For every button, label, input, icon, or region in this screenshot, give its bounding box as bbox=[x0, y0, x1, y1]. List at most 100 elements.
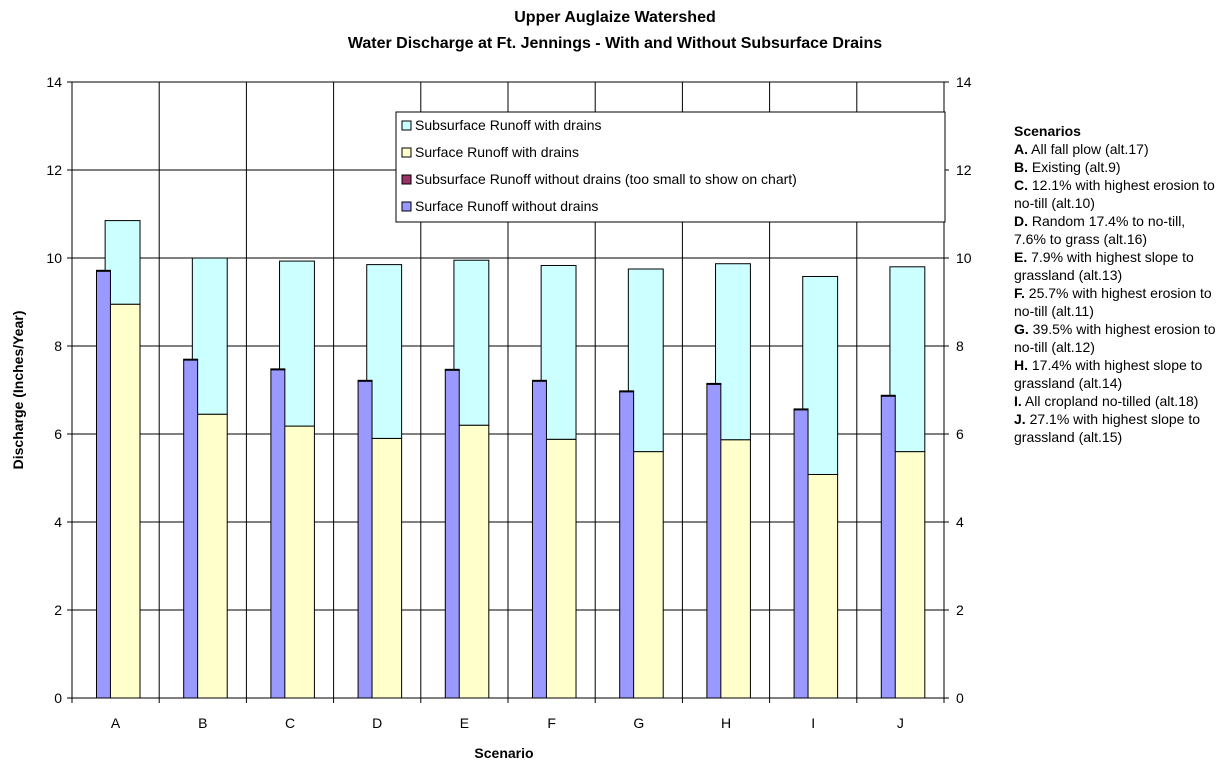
x-tick-label: D bbox=[372, 715, 382, 731]
y-tick-label-right: 8 bbox=[956, 338, 964, 354]
bar-F-subsurface-runoff-without-drains-too-small-to-show-on-chart bbox=[531, 379, 547, 382]
scenario-item: E. 7.9% with highest slope to grassland … bbox=[1014, 248, 1219, 284]
scenario-item: B. Existing (alt.9) bbox=[1014, 158, 1219, 176]
bar-C-surface-runoff-with-drains bbox=[279, 425, 315, 699]
bar-A-subsurface-runoff-without-drains-too-small-to-show-on-chart bbox=[95, 269, 111, 272]
x-axis-title: Scenario bbox=[474, 745, 533, 761]
bar-H-surface-runoff-without-drains bbox=[706, 383, 722, 699]
bar-G-surface-runoff-without-drains bbox=[619, 391, 635, 699]
legend-swatch bbox=[401, 174, 412, 185]
scenarios-heading: Scenarios bbox=[1014, 123, 1081, 139]
bar-A-subsurface-runoff-with-drains bbox=[104, 220, 141, 305]
scenario-text: 12.1% with highest erosion to no-till (a… bbox=[1014, 177, 1215, 211]
scenarios-list: A. All fall plow (alt.17) B. Existing (al… bbox=[1014, 140, 1219, 446]
x-tick-label: B bbox=[198, 715, 207, 731]
bar-I-surface-runoff-without-drains bbox=[793, 409, 809, 699]
bar-H-surface-runoff-with-drains bbox=[715, 439, 751, 699]
legend-label: Subsurface Runoff with drains bbox=[415, 117, 602, 133]
y-tick-label-left: 8 bbox=[54, 338, 62, 354]
scenario-text: Random 17.4% to no-till, 7.6% to grass (… bbox=[1014, 213, 1186, 247]
legend-box bbox=[395, 111, 946, 223]
bar-B-surface-runoff-without-drains bbox=[183, 359, 199, 699]
y-tick-label-left: 2 bbox=[54, 602, 62, 618]
y-tick-label-right: 12 bbox=[956, 162, 972, 178]
scenario-text: All cropland no-tilled (alt.18) bbox=[1021, 393, 1199, 409]
scenario-key: I. bbox=[1014, 393, 1022, 409]
chart-title-line1: Upper Auglaize Watershed bbox=[514, 9, 716, 26]
bar-F-surface-runoff-with-drains bbox=[540, 438, 577, 699]
scenario-item: A. All fall plow (alt.17) bbox=[1014, 140, 1219, 158]
legend-label: Surface Runoff with drains bbox=[415, 144, 579, 160]
y-tick-label-left: 12 bbox=[46, 162, 62, 178]
scenario-item: H. 17.4% with highest slope to grassland… bbox=[1014, 356, 1219, 392]
scenario-item: D. Random 17.4% to no-till, 7.6% to gras… bbox=[1014, 212, 1219, 248]
y-tick-label-left: 4 bbox=[54, 514, 62, 530]
scenario-item: I. All cropland no-tilled (alt.18) bbox=[1014, 392, 1219, 410]
scenario-key: F. bbox=[1014, 285, 1025, 301]
scenario-key: G. bbox=[1014, 321, 1029, 337]
bar-D-subsurface-runoff-with-drains bbox=[366, 264, 403, 439]
scenario-text: 17.4% with highest slope to grassland (a… bbox=[1014, 357, 1203, 391]
bar-I-subsurface-runoff-with-drains bbox=[802, 275, 839, 475]
scenario-key: C. bbox=[1014, 177, 1028, 193]
legend-label: Surface Runoff without drains bbox=[415, 198, 598, 214]
scenario-item: C. 12.1% with highest erosion to no-till… bbox=[1014, 176, 1219, 212]
scenario-text: 39.5% with highest erosion to no-till (a… bbox=[1014, 321, 1216, 355]
y-tick-label-left: 10 bbox=[46, 250, 62, 266]
legend-swatch bbox=[401, 120, 412, 131]
bar-A-surface-runoff-without-drains bbox=[95, 270, 111, 699]
y-tick-label-right: 0 bbox=[956, 690, 964, 706]
bar-H-subsurface-runoff-with-drains bbox=[715, 263, 751, 441]
y-tick-label-right: 6 bbox=[956, 426, 964, 442]
scenarios-panel: Scenarios A. All fall plow (alt.17) B. Ex… bbox=[1014, 122, 1219, 446]
y-axis-title: Discharge (Inches/Year) bbox=[10, 311, 26, 470]
bar-G-subsurface-runoff-with-drains bbox=[627, 268, 664, 453]
bar-F-subsurface-runoff-with-drains bbox=[540, 264, 577, 440]
y-tick-label-left: 6 bbox=[54, 426, 62, 442]
bar-J-subsurface-runoff-with-drains bbox=[889, 266, 926, 453]
scenario-item: J. 27.1% with highest slope to grassland… bbox=[1014, 410, 1219, 446]
x-tick-label: F bbox=[547, 715, 556, 731]
scenario-text: 27.1% with highest slope to grassland (a… bbox=[1014, 411, 1201, 445]
bar-J-subsurface-runoff-without-drains-too-small-to-show-on-chart bbox=[880, 394, 896, 397]
legend-label: Subsurface Runoff without drains (too sm… bbox=[415, 171, 797, 187]
y-tick-label-right: 10 bbox=[956, 250, 972, 266]
legend: Subsurface Runoff with drains Surface Run… bbox=[395, 111, 946, 223]
legend-swatch bbox=[401, 201, 412, 212]
bar-B-subsurface-runoff-without-drains-too-small-to-show-on-chart bbox=[183, 358, 199, 361]
bar-D-subsurface-runoff-without-drains-too-small-to-show-on-chart bbox=[357, 379, 373, 382]
bars bbox=[95, 220, 926, 699]
bar-E-surface-runoff-without-drains bbox=[444, 369, 460, 699]
bar-I-subsurface-runoff-without-drains-too-small-to-show-on-chart bbox=[793, 408, 809, 411]
scenario-key: B. bbox=[1014, 159, 1028, 175]
scenario-text: All fall plow (alt.17) bbox=[1028, 141, 1149, 157]
y-tick-label-left: 14 bbox=[46, 74, 62, 90]
axes: 0 0 2 2 4 4 6 6 8 8 10 10 12 12 14 14 A B C D E F G H I J bbox=[46, 74, 971, 731]
scenario-key: E. bbox=[1014, 249, 1028, 265]
bar-E-subsurface-runoff-with-drains bbox=[453, 259, 490, 426]
bar-G-subsurface-runoff-without-drains-too-small-to-show-on-chart bbox=[619, 390, 635, 393]
y-tick-label-right: 14 bbox=[956, 74, 972, 90]
bar-I-surface-runoff-with-drains bbox=[802, 473, 839, 699]
scenario-text: 25.7% with highest erosion to no-till (a… bbox=[1014, 285, 1212, 319]
x-tick-label: E bbox=[460, 715, 469, 731]
x-tick-label: I bbox=[811, 715, 815, 731]
bar-J-surface-runoff-without-drains bbox=[880, 395, 896, 699]
scenario-text: Existing (alt.9) bbox=[1028, 159, 1121, 175]
scenario-item: G. 39.5% with highest erosion to no-till… bbox=[1014, 320, 1219, 356]
scenario-key: J. bbox=[1014, 411, 1026, 427]
bar-H-subsurface-runoff-without-drains-too-small-to-show-on-chart bbox=[706, 382, 722, 385]
y-tick-label-right: 2 bbox=[956, 602, 964, 618]
x-tick-label: G bbox=[633, 715, 644, 731]
bar-C-subsurface-runoff-without-drains-too-small-to-show-on-chart bbox=[270, 368, 286, 371]
bar-C-surface-runoff-without-drains bbox=[270, 369, 286, 699]
x-tick-label: H bbox=[721, 715, 731, 731]
y-tick-label-right: 4 bbox=[956, 514, 964, 530]
x-tick-label: J bbox=[897, 715, 904, 731]
bar-C-subsurface-runoff-with-drains bbox=[279, 260, 315, 427]
x-tick-label: A bbox=[111, 715, 121, 731]
scenario-key: A. bbox=[1014, 141, 1028, 157]
bar-D-surface-runoff-without-drains bbox=[357, 380, 373, 699]
